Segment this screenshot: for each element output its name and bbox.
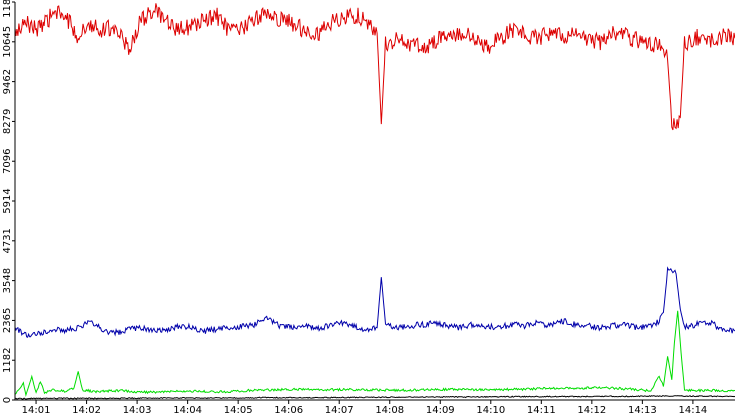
series-line-2	[14, 310, 735, 397]
x-tick-label: 14:11	[527, 405, 556, 415]
series-line-1	[14, 266, 735, 338]
x-tick-label: 14:13	[628, 405, 657, 415]
plot-series	[14, 3, 735, 400]
y-tick-label: 10645	[2, 26, 13, 58]
x-tick-label: 14:12	[577, 405, 606, 415]
y-tick-label: 4731	[2, 228, 13, 253]
x-tick-label: 14:07	[325, 405, 354, 415]
x-tick-label: 14:10	[476, 405, 505, 415]
y-tick-label: 2365	[2, 308, 13, 333]
y-tick-label: 0	[2, 397, 13, 403]
x-tick-label: 14:09	[426, 405, 455, 415]
series-line-0	[14, 3, 735, 131]
x-tick-label: 14:14	[678, 405, 707, 415]
y-tick-label: 1182	[2, 348, 13, 373]
y-tick-label: 11828	[2, 0, 13, 18]
x-tick-label: 14:05	[224, 405, 253, 415]
x-tick-label: 14:08	[375, 405, 404, 415]
y-tick-label: 3548	[2, 268, 13, 293]
x-tick-label: 14:01	[22, 405, 51, 415]
x-tick-label: 14:06	[274, 405, 303, 415]
y-tick-label: 5914	[2, 188, 13, 213]
y-axis-ticks: 0 1182 2365 3548 4731 5914 7096 8279 9462 10645 11…	[2, 0, 15, 403]
x-axis-ticks: 14:01 14:02 14:03 14:04 14:05 14:06 14:07 14:08…	[22, 400, 707, 415]
series-line-3	[14, 395, 735, 400]
y-tick-label: 8279	[2, 109, 13, 134]
y-tick-label: 7096	[2, 149, 13, 174]
x-tick-label: 14:04	[173, 405, 202, 415]
y-tick-label: 9462	[2, 69, 13, 94]
x-tick-label: 14:02	[72, 405, 101, 415]
x-tick-label: 14:03	[123, 405, 152, 415]
